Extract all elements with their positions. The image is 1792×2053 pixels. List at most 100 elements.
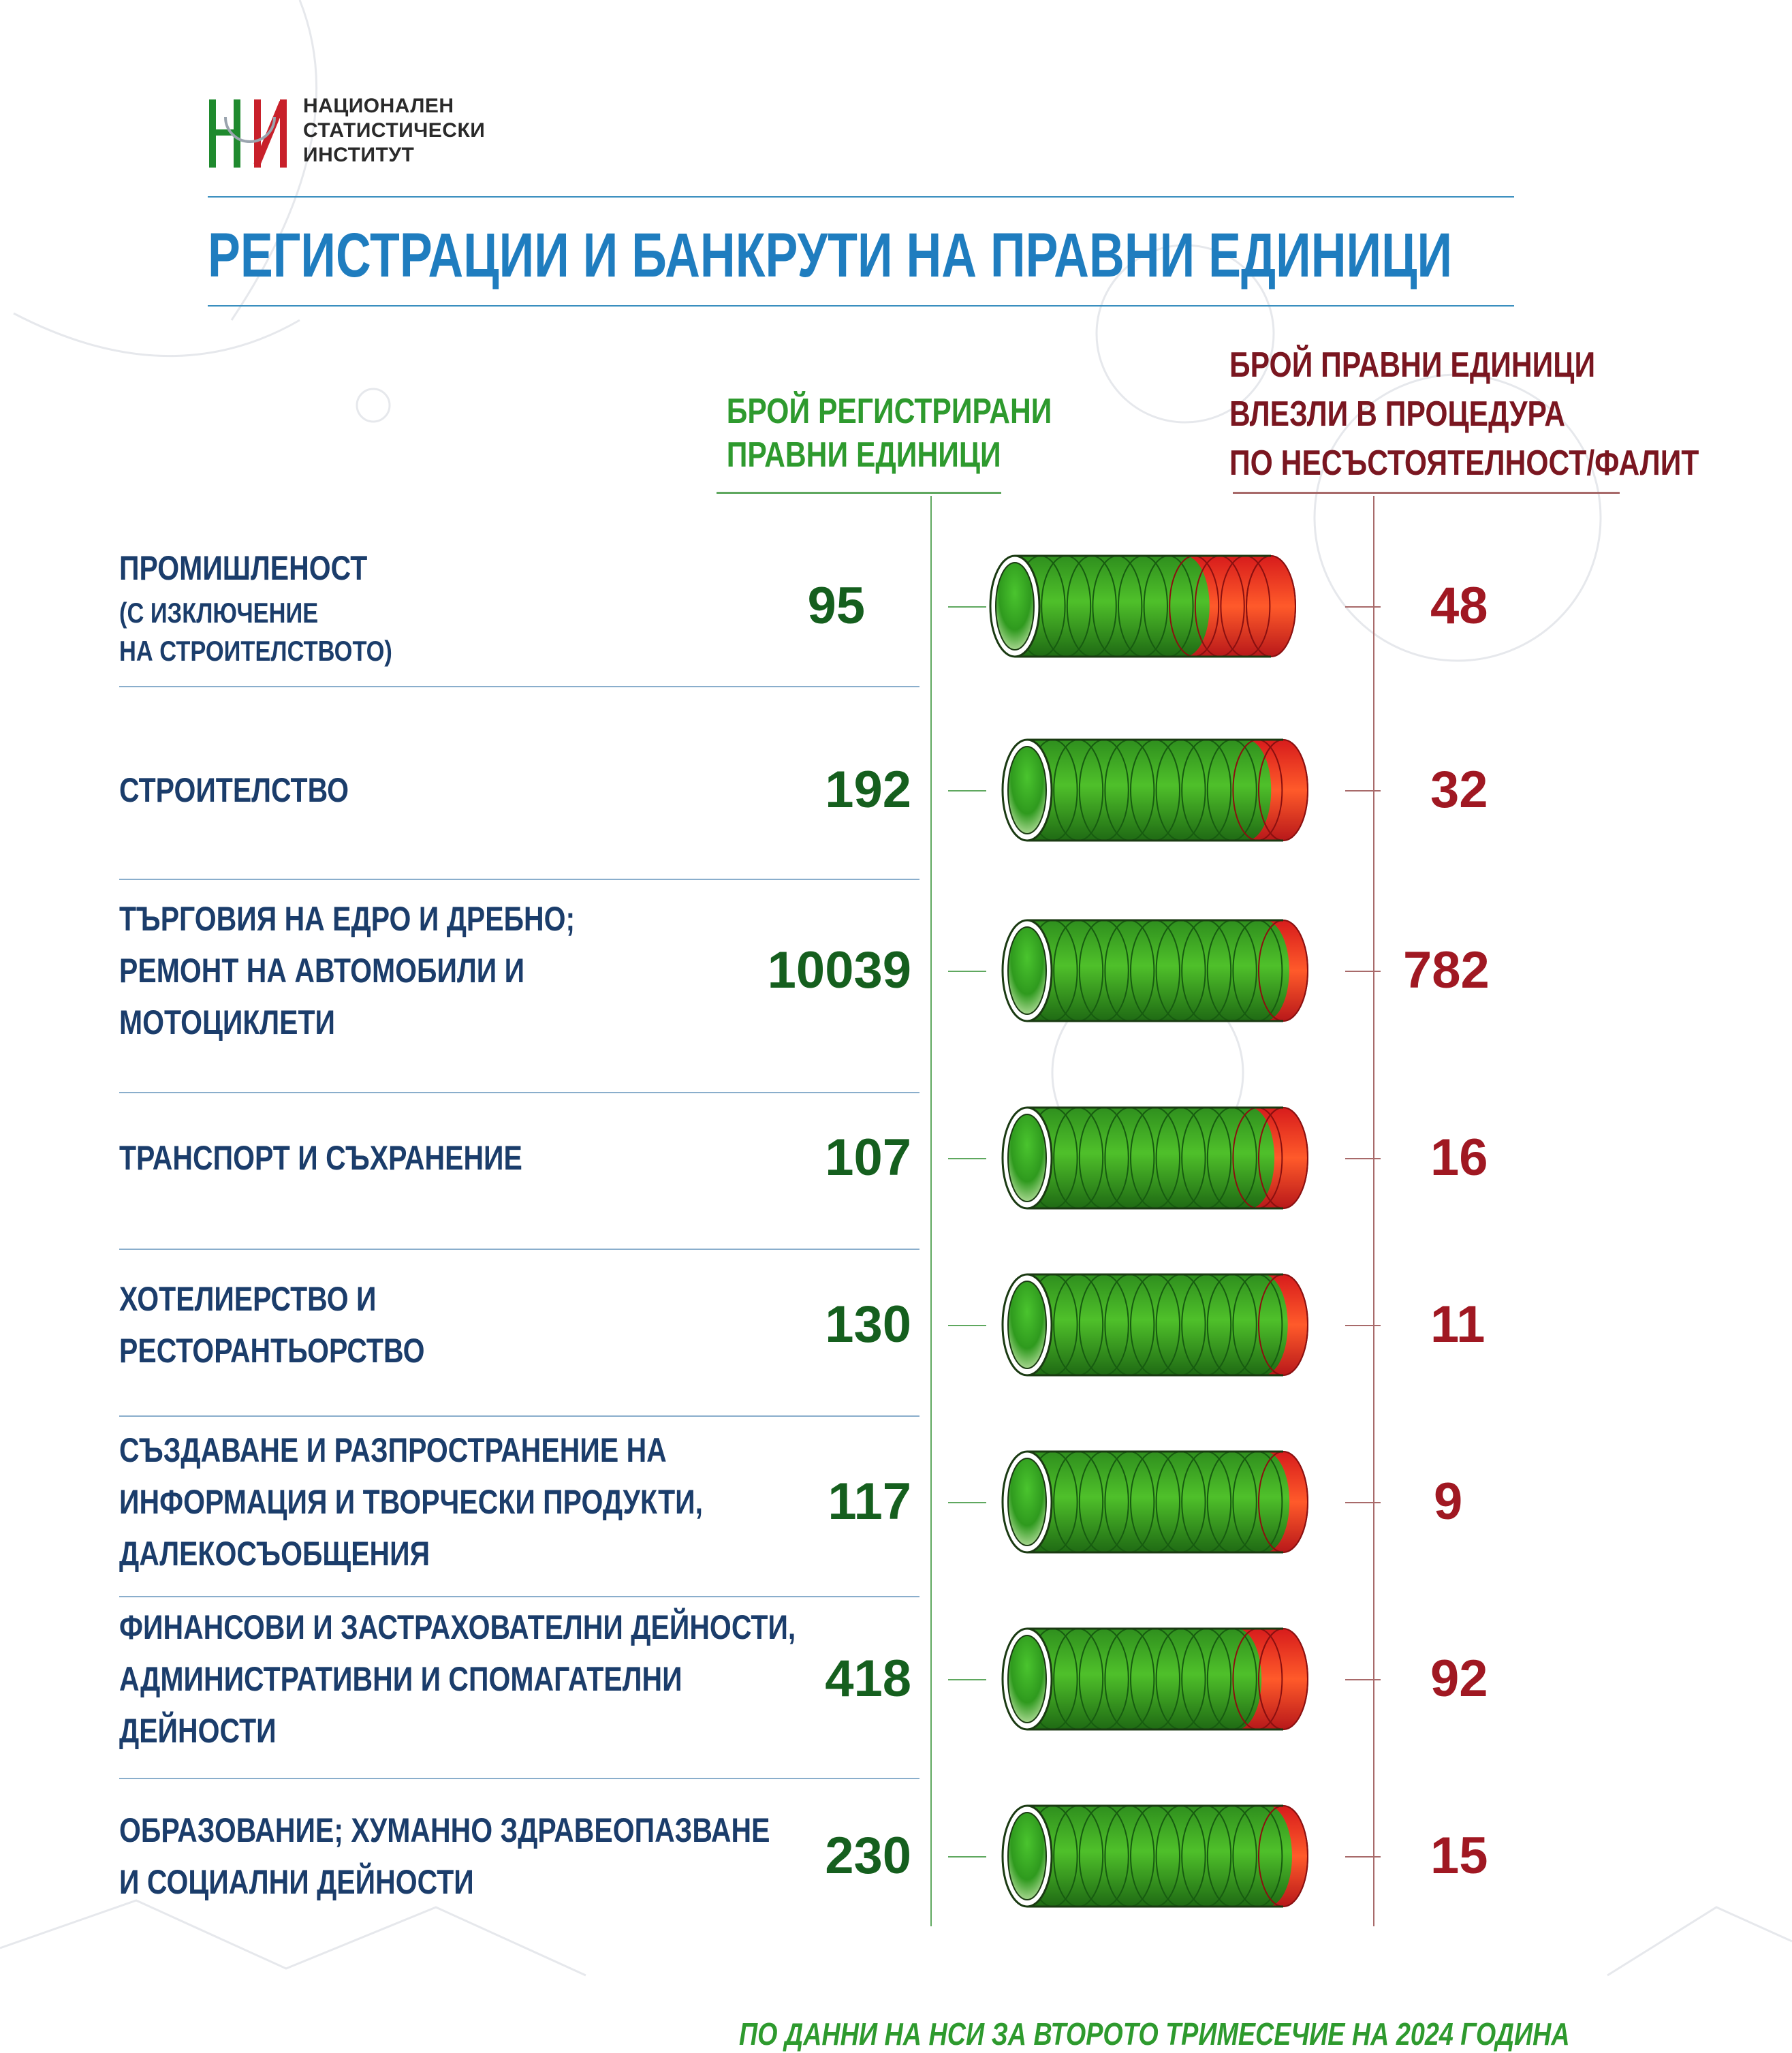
registered-tick — [948, 1856, 986, 1858]
header-registered-line-1: БРОЙ РЕГИСТРИРАНИ — [726, 392, 1052, 431]
registered-segment-cap — [1238, 1274, 1288, 1375]
registered-segment — [1027, 1452, 1266, 1552]
header-registered: БРОЙ РЕГИСТРИРАНИ ПРАВНИ ЕДИНИЦИ — [726, 390, 1052, 477]
registered-segment — [1027, 1108, 1251, 1208]
bankrupt-tick — [1345, 1502, 1381, 1503]
registered-value: 230 — [825, 1827, 911, 1885]
registered-axis-line — [930, 496, 932, 1926]
category-label-line: АДМИНИСТРАТИВНИ И СПОМАГАТЕЛНИ — [119, 1660, 682, 1698]
header-bankrupt-underline — [1233, 492, 1620, 494]
header-bankrupt-line-2: ВЛЕЗЛИ В ПРОЦЕДУРА — [1229, 394, 1565, 434]
cylinder-front-face — [1007, 746, 1047, 834]
cylinder-outline — [1027, 738, 1283, 842]
registered-value: 95 — [807, 577, 865, 635]
header-bankrupt-line-1: БРОЙ ПРАВНИ ЕДИНИЦИ — [1229, 345, 1596, 385]
bankrupt-tick — [1345, 606, 1381, 608]
category-label-line: ФИНАНСОВИ И ЗАСТРАХОВАТЕЛНИ ДЕЙНОСТИ, — [119, 1608, 796, 1646]
cylinder-outline — [1015, 554, 1271, 658]
title-rule-top — [208, 196, 1514, 198]
category-label: СТРОИТЕЛСТВО — [119, 764, 700, 816]
row-separator — [119, 1778, 919, 1779]
row-separator — [119, 1415, 919, 1417]
cylinder-front-face — [1007, 926, 1047, 1015]
cylinder-front-face — [995, 562, 1035, 651]
bankrupt-tick — [1345, 1158, 1381, 1159]
bankrupt-value: 9 — [1434, 1473, 1463, 1531]
category-label: СЪЗДАВАНЕ И РАЗПРОСТРАНЕНИЕ НА ИНФОРМАЦИЯ… — [119, 1424, 703, 1580]
ratio-cylinder — [989, 554, 1296, 658]
category-label-line: ДАЛЕКОСЪОБЩЕНИЯ — [119, 1535, 430, 1573]
bankrupt-value: 15 — [1430, 1827, 1488, 1885]
row-separator — [119, 1596, 919, 1597]
category-label-line: МОТОЦИКЛЕТИ — [119, 1003, 336, 1041]
registered-value: 107 — [825, 1129, 911, 1187]
registered-tick — [948, 1158, 986, 1159]
footer-source: ПО ДАННИ НА НСИ ЗА ВТОРОТО ТРИМЕСЕЧИЕ НА… — [739, 2016, 1570, 2052]
registered-segment — [1027, 740, 1247, 841]
registered-segment-cap — [1242, 1806, 1292, 1907]
bankrupt-value: 16 — [1430, 1129, 1488, 1187]
registered-value: 418 — [825, 1650, 911, 1708]
nsi-logo-icon — [209, 99, 287, 168]
header-bankrupt: БРОЙ ПРАВНИ ЕДИНИЦИ ВЛЕЗЛИ В ПРОЦЕДУРА П… — [1229, 341, 1699, 488]
ratio-cylinder — [1001, 1273, 1308, 1377]
category-label-line: РЕСТОРАНТЬОРСТВО — [119, 1332, 425, 1370]
ratio-cylinder — [1001, 738, 1308, 842]
row-separator — [119, 1249, 919, 1250]
ratio-cylinder — [1001, 1106, 1308, 1210]
bankrupt-value: 32 — [1430, 761, 1488, 819]
registered-segment — [1027, 1274, 1263, 1375]
category-label-line: ОБРАЗОВАНИЕ; ХУМАННО ЗДРАВЕОПАЗВАНЕ — [119, 1811, 770, 1849]
registered-tick — [948, 971, 986, 972]
category-label-note: (С ИЗКЛЮЧЕНИЕ — [119, 597, 319, 629]
registered-segment — [1027, 1629, 1238, 1729]
row-separator — [119, 1092, 919, 1093]
bankrupt-tick — [1345, 1325, 1381, 1326]
category-label: ХОТЕЛИЕРСТВО И РЕСТОРАНТЬОРСТВО — [119, 1273, 700, 1377]
cylinder-front-face — [1007, 1458, 1047, 1546]
cylinder-front-face — [1007, 1812, 1047, 1900]
registered-value: 192 — [825, 761, 911, 819]
registered-segment-cap — [1222, 740, 1272, 841]
registered-value: 117 — [828, 1473, 911, 1531]
ratio-cylinder — [1001, 1804, 1308, 1908]
bankrupt-value: 11 — [1430, 1296, 1486, 1353]
logo-line-3: ИНСТИТУТ — [303, 144, 415, 166]
category-label: ПРОМИШЛЕНОСТ (С ИЗКЛЮЧЕНИЕ НА СТРОИТЕЛСТВО… — [119, 542, 700, 670]
registered-tick — [948, 1502, 986, 1503]
logo-line-1: НАЦИОНАЛЕН — [303, 95, 454, 117]
cylinder-outline — [1027, 1804, 1283, 1908]
category-label: ТЪРГОВИЯ НА ЕДРО И ДРЕБНО; РЕМОНТ НА АВТО… — [119, 893, 700, 1048]
registered-tick — [948, 1325, 986, 1326]
registered-segment — [1015, 556, 1185, 657]
bankrupt-value: 782 — [1403, 941, 1490, 999]
bankrupt-axis-line — [1373, 496, 1374, 1926]
cylinder-outline — [1027, 1273, 1283, 1377]
registered-segment — [1027, 920, 1265, 1021]
bankrupt-tick — [1345, 1856, 1381, 1858]
bankrupt-tick — [1345, 971, 1381, 972]
cylinder-front-face — [1007, 1281, 1047, 1369]
logo-text: НАЦИОНАЛЕН СТАТИСТИЧЕСКИ ИНСТИТУТ — [303, 94, 485, 168]
registered-tick — [948, 790, 986, 792]
category-label-line: РЕМОНТ НА АВТОМОБИЛИ И — [119, 952, 525, 990]
registered-segment-cap — [1212, 1629, 1262, 1729]
cylinder-outline — [1027, 919, 1283, 1022]
category-label-line: СЪЗДАВАНЕ И РАЗПРОСТРАНЕНИЕ НА — [119, 1431, 667, 1469]
logo-line-2: СТАТИСТИЧЕСКИ — [303, 119, 486, 142]
bankrupt-tick — [1345, 1679, 1381, 1680]
cylinder-outline — [1027, 1450, 1283, 1554]
category-label-line: ИНФОРМАЦИЯ И ТВОРЧЕСКИ ПРОДУКТИ, — [119, 1483, 703, 1521]
category-label: ТРАНСПОРТ И СЪХРАНЕНИЕ — [119, 1132, 700, 1184]
header-bankrupt-line-3: ПО НЕСЪСТОЯТЕЛНОСТ/ФАЛИТ — [1229, 443, 1699, 483]
category-label-line: ПРОМИШЛЕНОСТ — [119, 549, 368, 587]
category-label-line: ДЕЙНОСТИ — [119, 1712, 277, 1750]
registered-tick — [948, 1679, 986, 1680]
category-label-line: ТРАНСПОРТ И СЪХРАНЕНИЕ — [119, 1139, 522, 1177]
header-registered-underline — [717, 492, 1001, 494]
bankrupt-tick — [1345, 790, 1381, 792]
ratio-cylinder — [1001, 919, 1308, 1022]
category-label: ОБРАЗОВАНИЕ; ХУМАННО ЗДРАВЕОПАЗВАНЕ И СОЦ… — [119, 1804, 770, 1908]
cylinder-front-face — [1007, 1635, 1047, 1723]
